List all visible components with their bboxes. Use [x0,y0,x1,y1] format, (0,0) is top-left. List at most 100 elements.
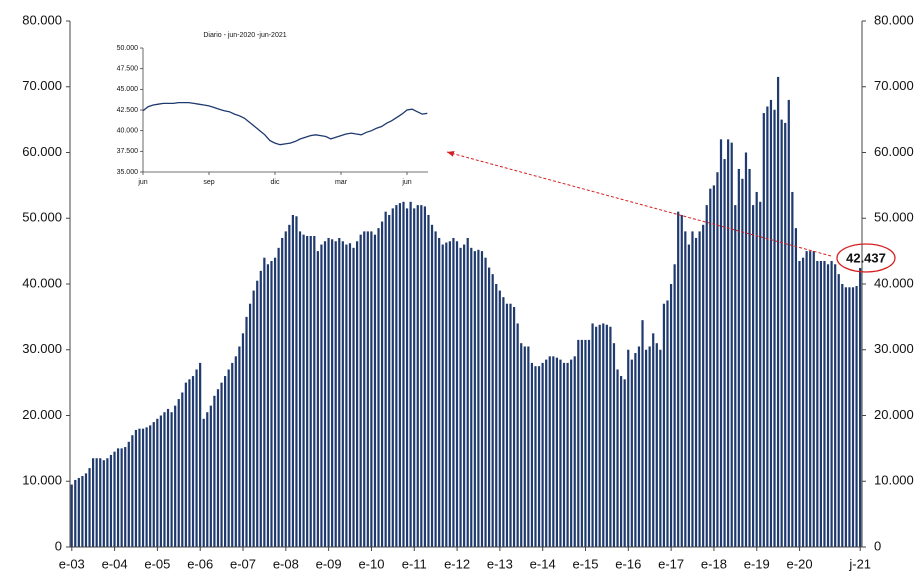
bar [648,346,651,547]
bar [630,359,633,547]
bar [309,236,312,547]
bar [270,260,273,547]
bar [712,185,715,547]
x-tick-label: e-09 [316,556,342,571]
y-tick-label: 80.000 [22,12,62,27]
bar [794,228,798,548]
bar [202,418,205,547]
bar [120,448,123,547]
bar [70,484,73,547]
bar [395,205,398,547]
bar [787,99,790,548]
bar [145,427,148,547]
bar [791,191,794,547]
bar [552,356,555,547]
x-tick-label: e-16 [615,556,641,571]
bar [605,324,608,547]
bar [759,201,762,547]
y-tick-label: 50.000 [22,210,62,225]
bar [163,412,166,547]
bar [816,260,819,547]
bar [484,257,487,547]
x-tick-label: e-20 [787,556,813,571]
bar [644,349,648,547]
bar [420,205,423,547]
bar [580,339,583,547]
y2-tick-label: 70.000 [874,78,914,93]
bar [423,206,427,548]
bar [623,379,626,547]
bar [149,425,152,547]
bar [405,208,409,547]
bar [252,290,255,547]
x-tick-label: e-12 [444,556,470,571]
bar [520,343,523,547]
bar [470,247,473,547]
bar [509,303,512,547]
bar [826,264,830,547]
inset-line [142,101,428,146]
bar [488,267,491,547]
bar [784,122,787,547]
x-tick-label: j-21 [848,556,871,571]
bar [812,251,815,547]
x-tick-label: e-03 [59,556,85,571]
bar [377,228,380,548]
bar [384,211,387,548]
bar [413,208,416,547]
y2-tick-label: 20.000 [874,407,914,422]
bar [316,251,319,547]
bar [231,362,234,547]
bar [530,362,534,547]
bar [577,339,580,547]
annotation-label: 42.437 [846,250,886,265]
bar [109,454,113,547]
bar [801,257,805,547]
bar [744,152,748,547]
bar [562,362,566,547]
bar [434,231,437,547]
y-tick-label: 70.000 [22,78,62,93]
bar [823,260,826,547]
bar [302,234,305,547]
inset-title: Diario - jun-2020 -jun-2021 [203,32,286,39]
bar [206,412,209,547]
x-tick-label: e-15 [572,556,598,571]
bar [502,297,505,547]
bar [220,382,223,547]
bar [177,399,180,547]
bar [480,251,484,547]
bar [523,346,526,547]
bar [124,447,127,547]
inset-y-tick-label: 35.000 [117,169,139,176]
bar [819,260,823,547]
y2-tick-label: 60.000 [874,144,914,159]
bar [727,139,730,547]
bar [734,205,737,547]
bar [81,475,84,547]
bar [723,159,726,547]
bar [595,326,598,547]
bar [277,247,280,547]
bar [627,349,630,547]
bar [505,303,509,547]
y2-tick-label: 10.000 [874,473,914,488]
inset-y-tick-label: 40.000 [117,128,139,135]
bar [659,349,662,547]
inset-x-tick-label: dic [271,179,280,186]
bar [427,214,430,547]
x-tick-label: e-17 [658,556,684,571]
bar [295,216,298,547]
bar [709,188,712,547]
bar [769,99,773,548]
bar [809,251,812,547]
bar [570,359,573,547]
bar [741,178,744,548]
bar [213,395,216,547]
bar [195,369,198,547]
inset-x-tick-label: sep [203,179,214,186]
bar [677,211,680,548]
bar [652,333,655,547]
inset-y-tick-label: 50.000 [117,45,139,52]
